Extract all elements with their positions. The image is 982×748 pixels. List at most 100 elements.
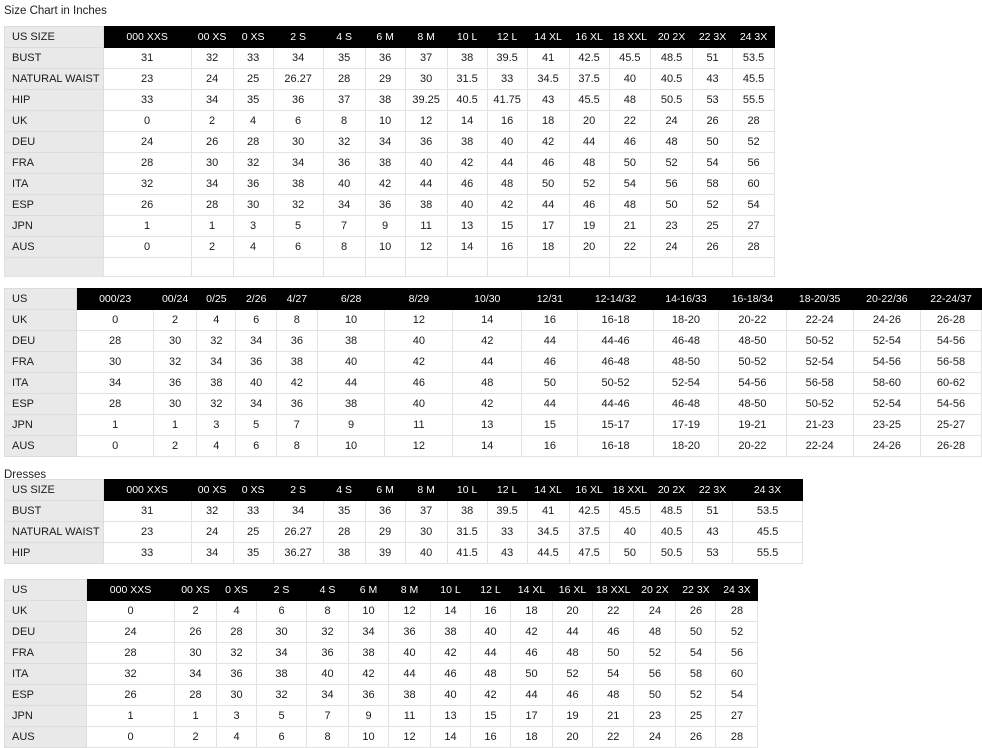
column-header-5: 4/27 bbox=[276, 288, 318, 310]
cell-value: 30 bbox=[190, 152, 234, 174]
cell-value: 31 bbox=[102, 47, 192, 69]
cell-value: 40 bbox=[384, 393, 454, 415]
cell-value: 39.25 bbox=[404, 89, 448, 111]
cell-value: 24 bbox=[102, 131, 192, 153]
table-row: JPN 1 1 3 5 7 9 11 13 15 17 19 21 23 25 27 bbox=[4, 215, 776, 237]
cell-value: 24 bbox=[190, 68, 234, 90]
cell-value: 14 bbox=[446, 236, 488, 258]
cell-value: 10 bbox=[348, 726, 389, 748]
cell-value: 27 bbox=[715, 705, 759, 727]
cell-value: 28 bbox=[715, 726, 759, 748]
table-row: HIP 33 34 35 36.27 38 39 40 41.5 43 44.5 47.5 50 50.5… bbox=[4, 542, 804, 564]
spacer-cell bbox=[568, 257, 610, 277]
cell-value: 44-46 bbox=[577, 393, 654, 415]
cell-value: 34 bbox=[272, 47, 324, 69]
cell-value: 46 bbox=[608, 131, 652, 153]
cell-value: 29 bbox=[364, 521, 406, 543]
cell-value: 11 bbox=[388, 705, 431, 727]
cell-value: 48.5 bbox=[650, 47, 694, 69]
cell-value: 36 bbox=[216, 663, 257, 685]
cell-value: 24 bbox=[650, 110, 694, 132]
cell-value: 40 bbox=[322, 173, 366, 195]
cell-value: 32 bbox=[256, 684, 307, 706]
cell-value: 48 bbox=[452, 372, 523, 394]
cell-value: 46 bbox=[552, 684, 593, 706]
cell-value: 14 bbox=[452, 309, 523, 331]
cell-value: 23-25 bbox=[852, 414, 922, 436]
column-header-7: 8/29 bbox=[384, 288, 454, 310]
cell-value: 32 bbox=[152, 351, 198, 373]
cell-value: 22-24 bbox=[785, 435, 854, 457]
row-label: BUST bbox=[4, 500, 104, 522]
cell-value: 34 bbox=[190, 173, 234, 195]
spacer-cell bbox=[272, 257, 324, 277]
cell-value: 38 bbox=[446, 500, 488, 522]
cell-value: 0 bbox=[86, 726, 175, 748]
cell-value: 42.5 bbox=[568, 500, 610, 522]
cell-value: 34 bbox=[174, 663, 217, 685]
cell-value: 7 bbox=[306, 705, 349, 727]
cell-value: 42.5 bbox=[568, 47, 610, 69]
cell-value: 6 bbox=[256, 600, 307, 622]
cell-value: 25 bbox=[675, 705, 717, 727]
cell-value: 28 bbox=[76, 393, 154, 415]
column-header-9: 12 L bbox=[470, 579, 511, 601]
cell-value: 51 bbox=[692, 500, 734, 522]
cell-value: 5 bbox=[272, 215, 324, 237]
table-row: ITA 32 34 36 38 40 42 44 46 48 50 52 54 56 58 60 bbox=[4, 663, 759, 685]
cell-value: 36 bbox=[272, 89, 324, 111]
cell-value: 8 bbox=[276, 309, 318, 331]
cell-value: 19 bbox=[552, 705, 593, 727]
table-body: US 000/23 00/24 0/25 2/26 4/27 6/28 8/29 10/30 12… bbox=[3, 288, 982, 457]
spacer-cell bbox=[322, 257, 366, 277]
row-label: NATURAL WAIST bbox=[4, 521, 104, 543]
cell-value: 40 bbox=[608, 68, 652, 90]
cell-value: 34 bbox=[190, 542, 234, 564]
cell-value: 46 bbox=[510, 642, 553, 664]
cell-value: 26 bbox=[102, 194, 192, 216]
cell-value: 16 bbox=[521, 309, 579, 331]
cell-value: 18 bbox=[526, 236, 570, 258]
table-row: BUST 31 32 33 34 35 36 37 38 39.5 41 42.5 45.5 48.5 51… bbox=[4, 47, 776, 69]
cell-value: 60 bbox=[732, 173, 776, 195]
cell-value: 14 bbox=[446, 110, 488, 132]
cell-value: 23 bbox=[102, 521, 192, 543]
cell-value: 54 bbox=[675, 642, 717, 664]
row-label: AUS bbox=[4, 726, 87, 748]
cell-value: 33 bbox=[102, 542, 192, 564]
cell-value: 48-50 bbox=[718, 330, 787, 352]
cell-value: 40.5 bbox=[650, 68, 694, 90]
column-header-8: 10 L bbox=[446, 479, 488, 501]
cell-value: 33 bbox=[232, 47, 274, 69]
cell-value: 15-17 bbox=[577, 414, 654, 436]
cell-value: 28 bbox=[190, 194, 234, 216]
cell-value: 6 bbox=[272, 236, 324, 258]
column-header-13: 20 2X bbox=[650, 26, 694, 48]
cell-value: 32 bbox=[306, 621, 349, 643]
table-row: AUS 0 2 4 6 8 10 12 14 16 16-18 18-20 20-22 22-24 24-2… bbox=[3, 435, 982, 457]
cell-value: 29 bbox=[364, 68, 406, 90]
cell-value: 46-48 bbox=[652, 393, 720, 415]
column-header-6: 6/28 bbox=[316, 288, 386, 310]
column-header-1: 000 XXS bbox=[102, 26, 192, 48]
dresses-caption: Dresses bbox=[4, 469, 47, 481]
table-row: AUS 0 2 4 6 8 10 12 14 16 18 20 22 24 26 28 bbox=[4, 236, 776, 258]
cell-value: 43 bbox=[526, 89, 570, 111]
column-header-10: 14 XL bbox=[526, 26, 570, 48]
column-header-13: 20 2X bbox=[633, 579, 677, 601]
cell-value: 48 bbox=[568, 152, 610, 174]
cell-value: 39 bbox=[364, 542, 406, 564]
cell-value: 14 bbox=[430, 726, 471, 748]
cell-value: 41 bbox=[526, 47, 570, 69]
cell-value: 31.5 bbox=[446, 68, 488, 90]
cell-value: 58 bbox=[675, 663, 717, 685]
cell-value: 46-48 bbox=[577, 351, 654, 373]
cell-value: 18 bbox=[510, 726, 553, 748]
cell-value: 0 bbox=[102, 236, 192, 258]
cell-value: 46-48 bbox=[652, 330, 720, 352]
cell-value: 20 bbox=[552, 726, 593, 748]
cell-value: 23 bbox=[102, 68, 192, 90]
cell-value: 14 bbox=[430, 600, 471, 622]
